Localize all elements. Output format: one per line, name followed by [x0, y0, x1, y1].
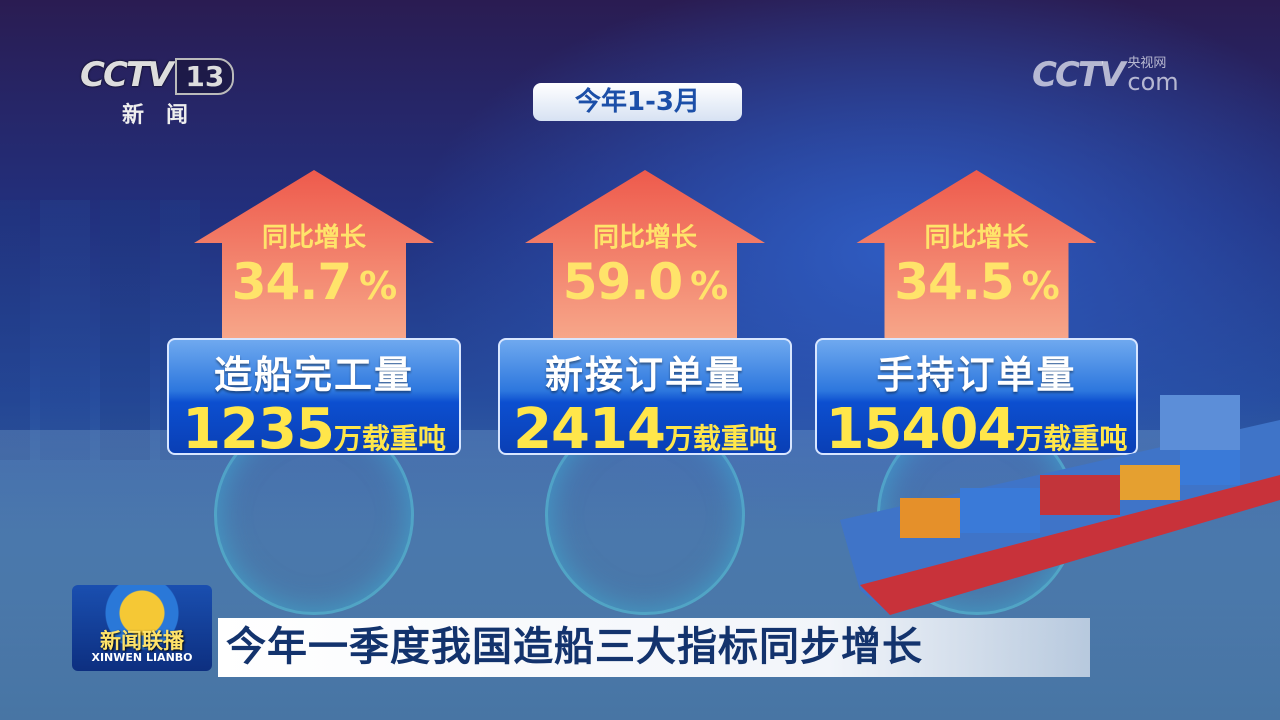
growth-rate: 34.7%	[167, 253, 461, 311]
metric-name: 新接订单量	[544, 353, 745, 397]
percent-sign: %	[359, 264, 397, 308]
cctv-com-watermark: CCTV 央视网 com	[1032, 55, 1179, 95]
metric-name: 手持订单量	[876, 353, 1077, 397]
metric-unit: 万载重吨	[664, 422, 777, 455]
logo-channel: CCTV	[80, 55, 173, 95]
up-arrow-icon	[525, 170, 765, 340]
growth-value: 34.7	[231, 253, 352, 311]
logo-subtitle: 新闻	[122, 103, 211, 128]
percent-sign: %	[1021, 264, 1060, 308]
metric-value: 1235万载重吨	[169, 397, 459, 455]
logo-number: 13	[175, 58, 235, 95]
metric-box: 新接订单量 2414万载重吨	[498, 338, 792, 455]
yoy-label: 同比增长	[261, 223, 366, 253]
metric-value: 15404万载重吨	[817, 397, 1136, 455]
period-label: 今年1-3月	[533, 83, 742, 121]
xinwen-lianbo-logo: 新闻联播 XINWEN LIANBO	[72, 585, 212, 671]
growth-rate: 34.5%	[815, 253, 1138, 311]
growth-value: 34.5	[894, 253, 1014, 311]
yoy-label: 同比增长	[924, 223, 1029, 253]
metric-unit: 万载重吨	[1015, 422, 1128, 455]
program-name-cn: 新闻联播	[100, 629, 184, 653]
watermark-domain: com	[1127, 67, 1179, 96]
percent-sign: %	[690, 264, 728, 308]
yoy-label: 同比增长	[592, 223, 697, 253]
cctv13-logo: CCTV 13 新闻	[80, 55, 235, 129]
metric-number: 1235	[182, 397, 335, 455]
metric-unit: 万载重吨	[333, 422, 446, 455]
headline-banner: 今年一季度我国造船三大指标同步增长	[218, 618, 1090, 677]
up-arrow-icon	[856, 170, 1097, 340]
metric-box: 造船完工量 1235万载重吨	[167, 338, 461, 455]
program-name-en: XINWEN LIANBO	[91, 651, 193, 664]
up-arrow-icon	[194, 170, 434, 340]
metric-box: 手持订单量 15404万载重吨	[815, 338, 1138, 455]
metric-number: 2414	[513, 397, 666, 455]
growth-value: 59.0	[562, 253, 683, 311]
watermark-cn: 央视网	[1127, 55, 1167, 71]
watermark-brand: CCTV	[1032, 55, 1125, 95]
growth-rate: 59.0%	[498, 253, 792, 311]
metric-number: 15404	[825, 397, 1017, 455]
metric-value: 2414万载重吨	[500, 397, 790, 455]
metric-name: 造船完工量	[213, 353, 414, 397]
container-ship-illustration	[840, 395, 1280, 615]
